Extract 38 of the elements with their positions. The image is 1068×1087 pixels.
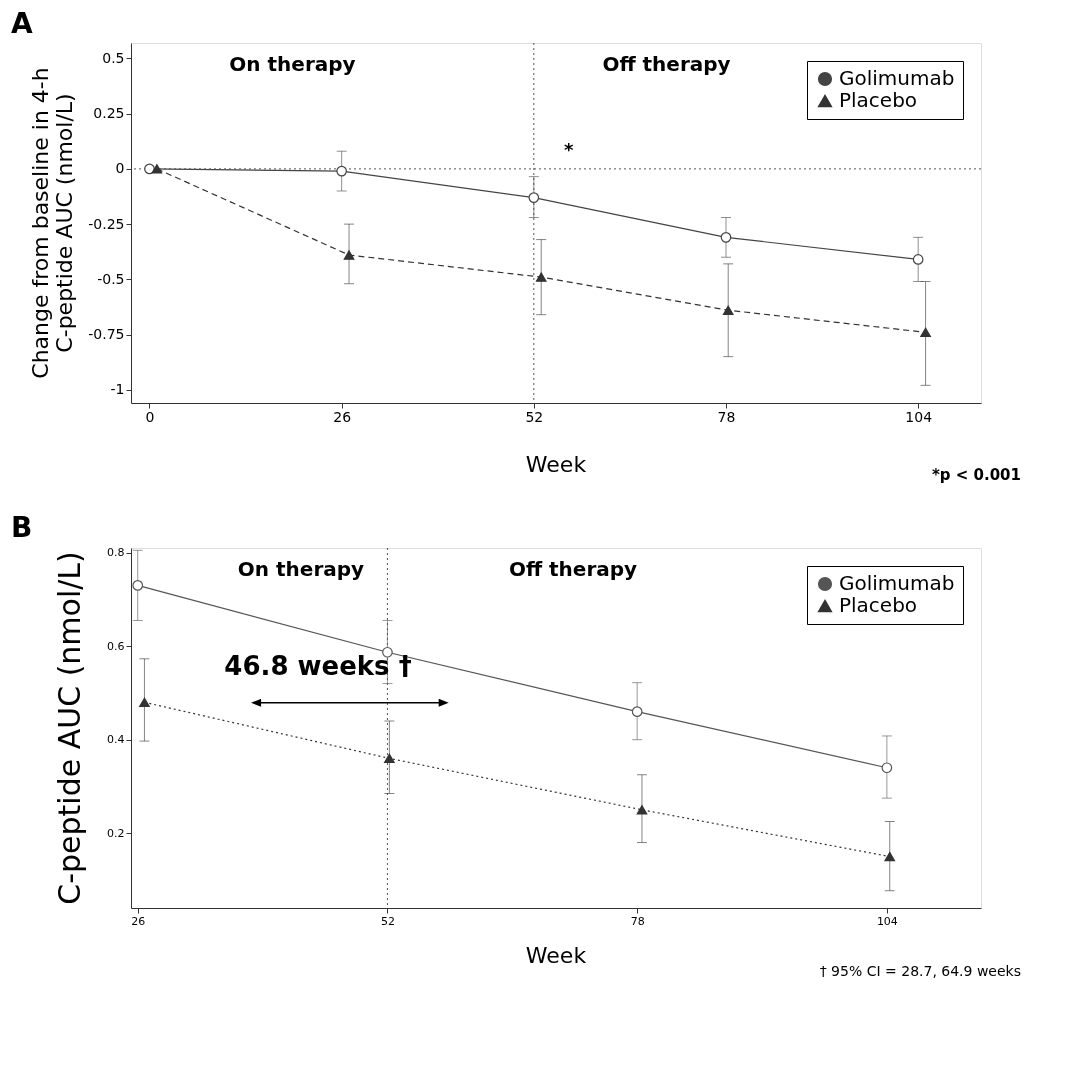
y-tick-label: 0.6 xyxy=(107,639,125,653)
text: *p < 0.001 xyxy=(931,466,1021,484)
y-axis-title: C-peptide AUC (nmol/L) xyxy=(52,551,87,905)
x-tick-label: 78 xyxy=(717,408,736,425)
legend-label: Golimumab xyxy=(839,571,955,595)
x-tick-label: 26 xyxy=(333,408,352,425)
y-tick-label: 0 xyxy=(115,160,125,177)
y-tick-label: -1 xyxy=(110,381,125,398)
chart-title: B xyxy=(11,510,33,544)
annotation: On therapy xyxy=(237,557,365,581)
x-tick-label: 0 xyxy=(145,408,155,425)
x-tick-label: 26 xyxy=(131,914,146,928)
x-tick-label: 104 xyxy=(876,914,898,928)
y-tick-label: 0.5 xyxy=(102,49,125,66)
x-tick-label: 104 xyxy=(905,408,933,425)
y-tick-label: -0.25 xyxy=(88,215,125,232)
legend-label: Placebo xyxy=(839,593,918,617)
legend-label: Golimumab xyxy=(839,66,955,90)
annotation: Off therapy xyxy=(602,52,731,76)
y-axis-title: Change from baseline in 4-h C-peptide AUC (nmol/L) xyxy=(28,67,77,379)
annotation: 46.8 weeks † xyxy=(224,650,412,681)
annotation: On therapy xyxy=(229,52,356,76)
y-tick-label: -0.75 xyxy=(88,326,125,343)
x-axis-title: Week xyxy=(525,452,587,477)
annotation: * xyxy=(564,139,575,160)
text: † 95% CI = 28.7, 64.9 weeks xyxy=(819,963,1021,979)
x-tick-label: 52 xyxy=(525,408,544,425)
y-tick-label: 0.2 xyxy=(107,826,125,840)
y-tick-label: -0.5 xyxy=(97,270,125,287)
x-tick-label: 52 xyxy=(380,914,395,928)
y-tick-label: 0.4 xyxy=(107,733,125,747)
legend-label: Placebo xyxy=(839,88,918,112)
x-tick-label: 78 xyxy=(630,914,645,928)
chart-title: A xyxy=(11,6,33,40)
annotation: Off therapy xyxy=(508,557,638,581)
y-tick-label: 0.25 xyxy=(93,105,125,122)
y-tick-label: 0.8 xyxy=(107,546,125,560)
x-axis-title: Week xyxy=(525,943,587,968)
